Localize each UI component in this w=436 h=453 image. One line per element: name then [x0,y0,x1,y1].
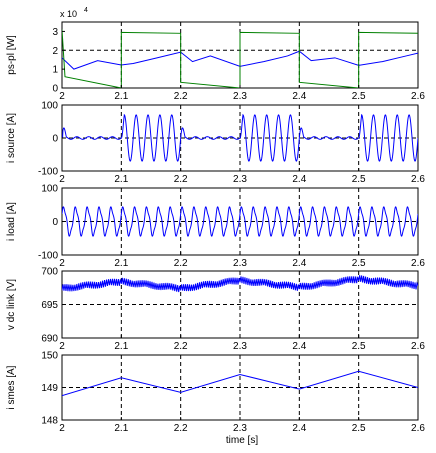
x-tick-label: 2.4 [292,91,306,102]
x-tick-label: 2.3 [233,341,247,352]
y-axis-label: i source [A] [6,113,17,163]
y-tick-label: 0 [52,134,58,145]
x-tick-label: 2.2 [174,258,188,269]
x-tick-label: 2.6 [411,91,425,102]
x-tick-label: 2.6 [411,258,425,269]
y-tick-label: 100 [41,184,58,195]
series-line-1 [62,113,418,162]
y-axis-label: i load [A] [6,202,17,241]
x-tick-label: 2.5 [352,174,366,185]
series-line-1 [62,275,418,293]
panel-5: 2 2.1 2.2 2.3 2.4 2.5 2.6 148 149 150 i smes [A] [6,351,425,435]
y-tick-label: -100 [38,251,58,262]
y-exponent-power: 4 [84,7,88,14]
x-tick-label: 2 [59,258,65,269]
y-tick-label: 2 [52,46,58,57]
x-tick-label: 2.3 [233,258,247,269]
y-tick-label: 149 [41,383,58,394]
panel-3: 2 2.1 2.2 2.3 2.4 2.5 2.6 -100 0 100 i load [A] [6,184,425,270]
y-axis-label: ps-pl [W] [6,35,17,75]
x-tick-label: 2.2 [174,91,188,102]
y-tick-label: 3 [52,27,58,38]
y-tick-label: 700 [41,267,58,278]
x-tick-label: 2.4 [292,174,306,185]
x-tick-label: 2.2 [174,423,188,434]
y-tick-label: 1 [52,65,58,76]
y-tick-label: 695 [41,300,58,311]
x-tick-label: 2.6 [411,423,425,434]
x-axis-label: time [s] [226,435,258,446]
x-tick-label: 2.3 [233,91,247,102]
x-tick-label: 2.4 [292,258,306,269]
x-tick-label: 2.5 [352,423,366,434]
x-tick-label: 2.1 [114,174,128,185]
y-axis-label: i smes [A] [6,365,17,409]
y-exponent-label: x 10 [60,9,77,19]
x-tick-label: 2 [59,341,65,352]
series-line-1 [62,370,418,397]
series-line-1 [62,206,418,237]
y-tick-label: 0 [52,84,58,95]
x-tick-label: 2.1 [114,91,128,102]
y-tick-label: 100 [41,101,58,112]
y-tick-label: 690 [41,334,58,345]
y-tick-label: 0 [52,217,58,228]
x-tick-label: 2.3 [233,423,247,434]
x-tick-label: 2.5 [352,258,366,269]
panel-1: 2 2.1 2.2 2.3 2.4 2.5 2.6 0 1 2 3 ps-pl [W] x 10 4 [6,7,425,102]
y-tick-label: -100 [38,167,58,178]
y-axis-label: v dc link [V] [6,279,17,330]
panel-2: 2 2.1 2.2 2.3 2.4 2.5 2.6 -100 0 100 i source [A] [6,101,425,186]
x-tick-label: 2.6 [411,341,425,352]
x-tick-label: 2.4 [292,423,306,434]
x-tick-label: 2.2 [174,341,188,352]
y-tick-label: 148 [41,416,58,427]
x-tick-label: 2 [59,91,65,102]
panel-4: 2 2.1 2.2 2.3 2.4 2.5 2.6 690 695 700 v dc link [V… [6,267,425,353]
x-tick-label: 2.1 [114,423,128,434]
y-tick-label: 150 [41,351,58,362]
x-tick-label: 2 [59,174,65,185]
x-tick-label: 2.5 [352,341,366,352]
x-tick-label: 2.6 [411,174,425,185]
x-tick-label: 2 [59,423,65,434]
x-tick-label: 2.4 [292,341,306,352]
x-tick-label: 2.3 [233,174,247,185]
x-tick-label: 2.1 [114,258,128,269]
x-tick-label: 2.2 [174,174,188,185]
x-tick-label: 2.5 [352,91,366,102]
x-tick-label: 2.1 [114,341,128,352]
